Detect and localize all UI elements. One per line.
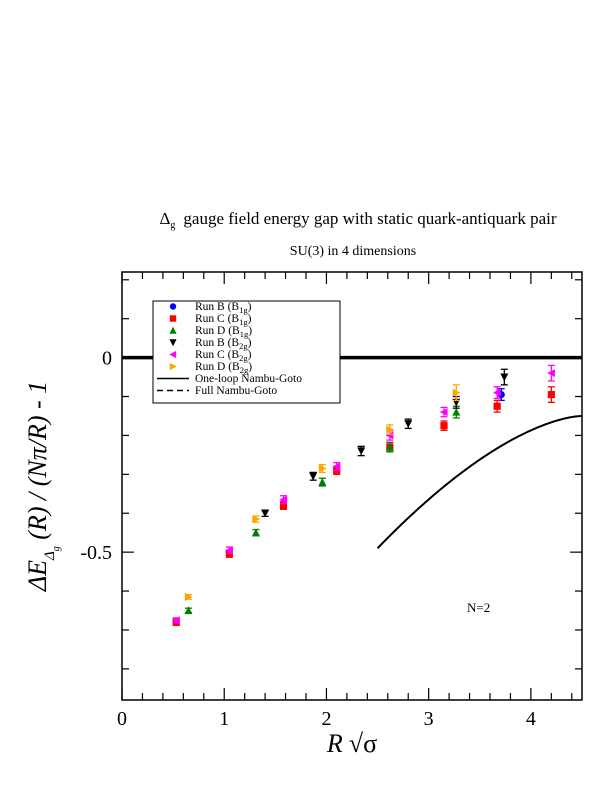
- title-symbol-sub: g: [170, 220, 175, 231]
- point-run-d-b2g: [184, 592, 193, 601]
- legend-run-d-b1g: Run D (B1g): [169, 325, 252, 339]
- legend-label: Run C (B2g): [195, 349, 252, 363]
- x-tick-label: 0: [117, 708, 127, 730]
- point-run-d-b2g: [452, 384, 461, 402]
- point-run-c-b2g: [439, 406, 448, 418]
- chart-title: Δg gauge field energy gap with static qua…: [159, 209, 556, 231]
- point-run-c-b2g: [547, 364, 555, 382]
- y-tick-label: 0: [102, 348, 112, 370]
- legend-run-b-b1g: Run B (B1g): [169, 301, 252, 315]
- point-run-d-b2g: [318, 463, 327, 474]
- legend-run-c-b1g: Run C (B1g): [169, 313, 252, 327]
- point-run-b-b2g: [500, 368, 509, 386]
- point-run-c-b2g: [279, 495, 288, 505]
- chart-subtitle: SU(3) in 4 dimensions: [290, 244, 416, 259]
- y-axis-label: ΔEΔg (R) / (Nπ/R) - 1: [23, 381, 62, 592]
- legend-label: Run B (B1g): [195, 301, 252, 315]
- point-run-c-b2g: [225, 546, 233, 555]
- legend-label: Run D (B1g): [195, 325, 252, 339]
- point-run-b-b2g: [357, 445, 366, 457]
- point-run-c-b1g: [493, 399, 501, 413]
- legend-one-loop-nambu-goto: One-loop Nambu-Goto: [157, 373, 302, 385]
- legend-label: Run C (B1g): [195, 313, 252, 327]
- axis-ticks: 0 1 2 3 4 0 -0.5: [80, 272, 582, 730]
- x-tick-label: 3: [424, 708, 434, 730]
- annotation-n: N=2: [467, 600, 490, 615]
- point-run-d-b1g: [184, 606, 193, 615]
- title-text: gauge field energy gap with static quark…: [183, 209, 556, 228]
- point-run-d-b2g: [386, 424, 395, 435]
- x-tick-label: 1: [219, 708, 229, 730]
- point-run-c-b2g: [332, 462, 341, 472]
- one-loop-nambu-goto-curve: [376, 414, 583, 549]
- x-tick-label: 4: [526, 708, 536, 730]
- point-run-c-b2g: [171, 616, 180, 625]
- legend-run-b-b2g: Run B (B2g): [169, 337, 252, 351]
- legend-label: Run D (B2g): [195, 361, 252, 375]
- point-run-d-b2g: [252, 515, 261, 524]
- point-run-b-b2g: [309, 471, 318, 481]
- y-tick-label: -0.5: [80, 542, 112, 564]
- legend: Run B (B1g)Run C (B1g)Run D (B1g)Run B (…: [152, 300, 341, 404]
- point-run-c-b1g: [547, 386, 555, 403]
- point-run-c-b1g: [440, 420, 448, 432]
- point-run-b-b2g: [404, 418, 413, 430]
- legend-full-nambu-goto: Full Nambu-Goto: [157, 385, 277, 397]
- legend-run-d-b2g: Run D (B2g): [169, 361, 252, 375]
- plot-frame: [121, 271, 583, 701]
- point-run-c-b2g: [492, 386, 501, 400]
- title-symbol: Δ: [159, 209, 170, 228]
- point-run-b-b2g: [261, 509, 270, 518]
- legend-label: One-loop Nambu-Goto: [195, 373, 302, 385]
- x-tick-label: 2: [321, 708, 331, 730]
- legend-label: Full Nambu-Goto: [195, 385, 277, 397]
- plot-area: [122, 358, 583, 626]
- legend-label: Run B (B2g): [195, 337, 252, 351]
- point-run-d-b1g: [385, 441, 394, 453]
- legend-run-c-b2g: Run C (B2g): [169, 349, 252, 363]
- legend-box: [152, 300, 341, 404]
- point-run-d-b1g: [318, 477, 327, 487]
- x-axis-label: R √σ: [326, 729, 377, 758]
- point-run-d-b1g: [251, 528, 260, 537]
